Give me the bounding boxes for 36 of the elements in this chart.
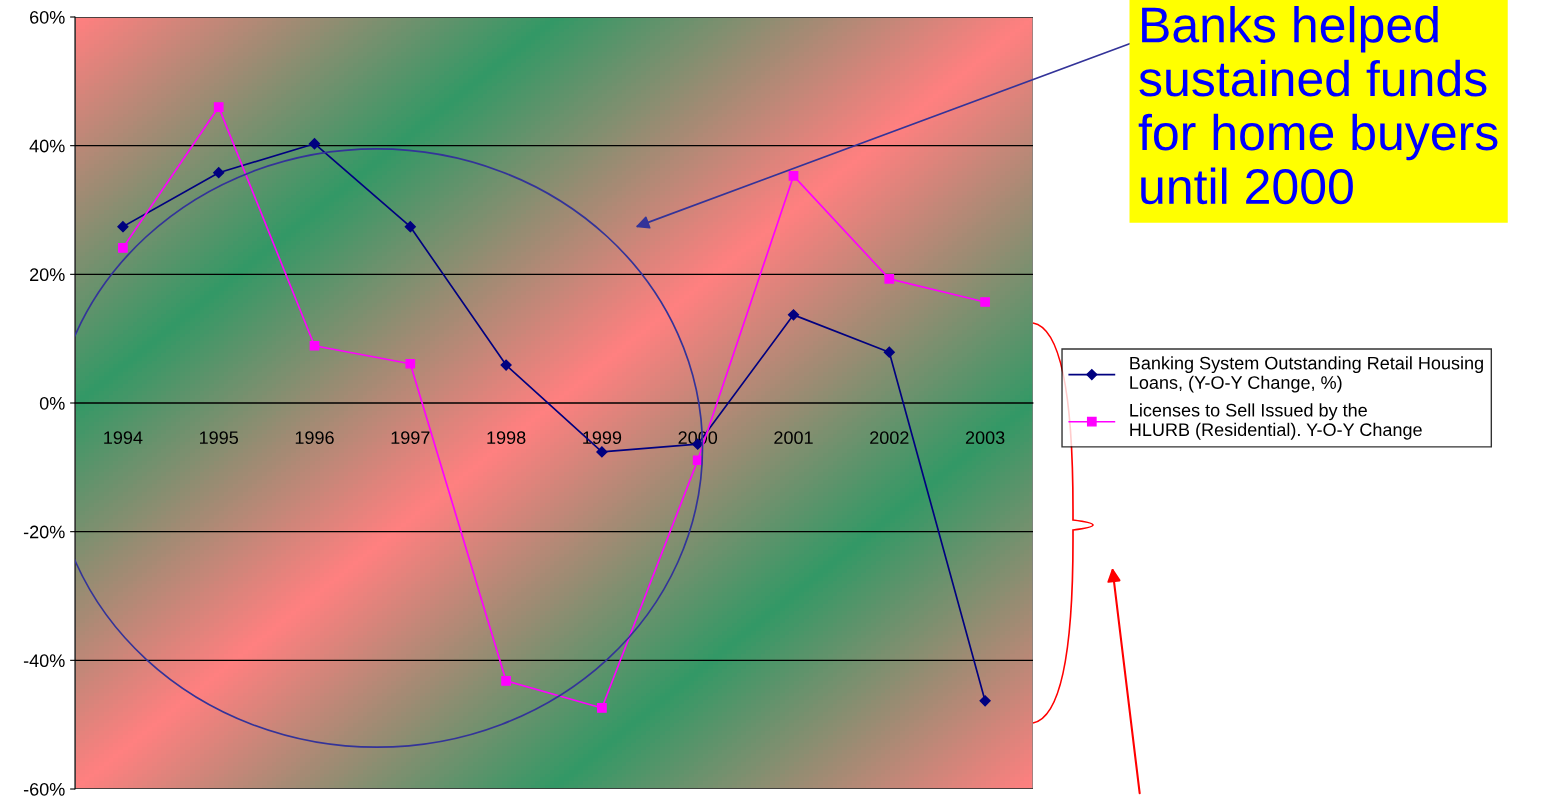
point <box>501 676 511 686</box>
point <box>788 171 799 181</box>
point <box>980 297 990 307</box>
y-tick-label: 0% <box>39 396 65 410</box>
point <box>213 167 225 179</box>
y-tick-label: -40% <box>23 654 65 668</box>
point <box>597 703 607 713</box>
point <box>118 243 128 253</box>
point <box>405 358 416 369</box>
y-tick-label: 20% <box>30 268 65 282</box>
x-tick-label: 2001 <box>774 431 813 445</box>
point <box>500 359 512 371</box>
legend-label: Licenses to Sell Issued by the HLURB (Residential). Y-O-Y Change <box>1130 403 1422 440</box>
x-tick-label: 1994 <box>104 431 143 445</box>
point <box>979 695 991 707</box>
point <box>404 221 416 233</box>
x-tick-label: 1997 <box>391 431 430 445</box>
y-tick-label: 60% <box>30 10 65 24</box>
point <box>596 446 608 458</box>
point <box>309 340 320 351</box>
legend-label: Banking System Outstanding Retail Housing Loans, (Y-O-Y Change, %) <box>1130 356 1483 393</box>
point <box>884 273 895 284</box>
x-tick-label: 1998 <box>487 431 526 445</box>
point <box>117 221 129 233</box>
x-tick-label: 2002 <box>870 431 909 445</box>
y-tick-label: -60% <box>23 782 65 796</box>
point <box>308 138 321 150</box>
point <box>883 346 895 358</box>
x-tick-label: 1995 <box>200 431 239 445</box>
text: Banks helped sustained funds for home buyers until 2000 <box>1138 6 1498 205</box>
y-tick-label: -20% <box>23 525 65 539</box>
x-tick-label: 1996 <box>295 431 334 445</box>
point <box>787 309 800 321</box>
x-tick-label: 2003 <box>965 431 1005 445</box>
point <box>213 102 224 112</box>
y-tick-label: 40% <box>29 139 65 153</box>
